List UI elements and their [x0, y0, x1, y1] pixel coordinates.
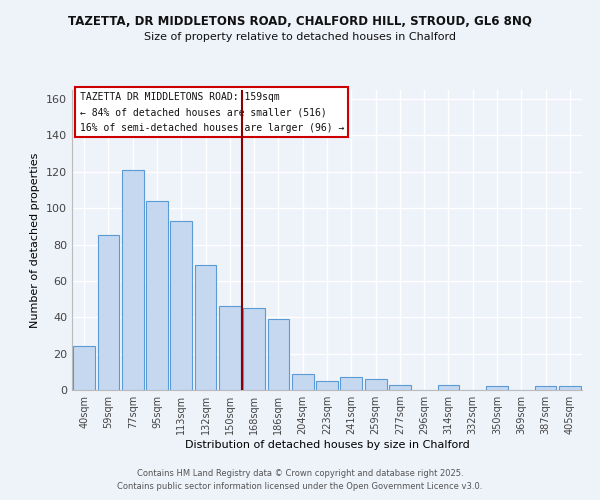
- Bar: [389, 384, 411, 390]
- Bar: [194, 264, 217, 390]
- Bar: [97, 236, 119, 390]
- Bar: [535, 386, 556, 390]
- Text: Contains public sector information licensed under the Open Government Licence v3: Contains public sector information licen…: [118, 482, 482, 491]
- Text: TAZETTA DR MIDDLETONS ROAD: 159sqm
← 84% of detached houses are smaller (516)
16: TAZETTA DR MIDDLETONS ROAD: 159sqm ← 84%…: [80, 92, 344, 132]
- Bar: [170, 221, 192, 390]
- Y-axis label: Number of detached properties: Number of detached properties: [31, 152, 40, 328]
- Bar: [292, 374, 314, 390]
- Bar: [316, 381, 338, 390]
- Bar: [486, 386, 508, 390]
- Text: TAZETTA, DR MIDDLETONS ROAD, CHALFORD HILL, STROUD, GL6 8NQ: TAZETTA, DR MIDDLETONS ROAD, CHALFORD HI…: [68, 15, 532, 28]
- Bar: [365, 379, 386, 390]
- Bar: [559, 386, 581, 390]
- X-axis label: Distribution of detached houses by size in Chalford: Distribution of detached houses by size …: [185, 440, 469, 450]
- Bar: [437, 384, 460, 390]
- Bar: [122, 170, 143, 390]
- Bar: [340, 378, 362, 390]
- Bar: [73, 346, 95, 390]
- Bar: [219, 306, 241, 390]
- Bar: [268, 319, 289, 390]
- Text: Size of property relative to detached houses in Chalford: Size of property relative to detached ho…: [144, 32, 456, 42]
- Bar: [146, 201, 168, 390]
- Bar: [243, 308, 265, 390]
- Text: Contains HM Land Registry data © Crown copyright and database right 2025.: Contains HM Land Registry data © Crown c…: [137, 468, 463, 477]
